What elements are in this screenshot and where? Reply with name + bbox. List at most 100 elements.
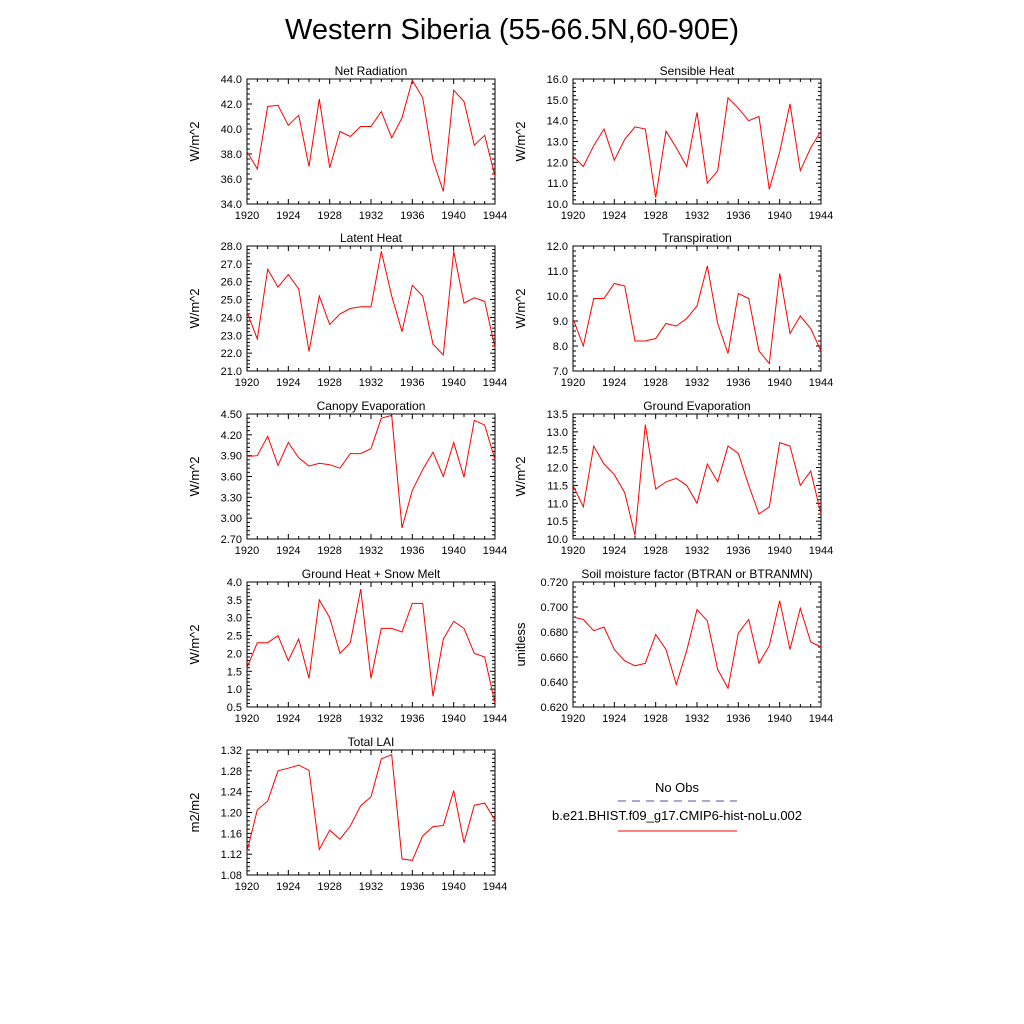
y-tick-label: 1.0: [227, 684, 242, 696]
y-tick-label: 12.0: [547, 157, 568, 169]
x-tick-label: 1940: [441, 210, 465, 222]
x-tick-label: 1944: [483, 881, 507, 893]
y-tick-label: 27.0: [221, 259, 242, 271]
y-tick-label: 11.0: [547, 266, 568, 278]
x-tick-label: 1940: [767, 545, 791, 557]
x-tick-label: 1928: [317, 713, 341, 725]
x-tick-label: 1944: [483, 713, 507, 725]
x-tick-label: 1940: [441, 713, 465, 725]
x-tick-label: 1924: [602, 713, 626, 725]
panel-title: Total LAI: [348, 735, 395, 749]
panel-sensible-heat: Sensible Heat W/m^2 1920 1924 1928 1932 1936 19…: [513, 64, 833, 222]
x-tick-label: 1924: [602, 210, 626, 222]
series-line-soil-moisture-factor-btran-or-btranmn: [572, 600, 822, 690]
panel-net-radiation: Net Radiation W/m^2 1920 1924 1928 1932 1936 19…: [187, 64, 507, 222]
x-tick-label: 1932: [685, 713, 709, 725]
y-axis-label: W/m^2: [187, 121, 202, 161]
x-tick-label: 1932: [359, 210, 383, 222]
series-line-transpiration: [572, 265, 822, 365]
y-axis-label: W/m^2: [513, 456, 528, 496]
panel-title: Transpiration: [662, 231, 732, 245]
x-tick-label: 1920: [235, 881, 259, 893]
y-tick-label: 25.0: [221, 295, 242, 307]
y-tick-label: 16.0: [547, 74, 568, 86]
legend-model-label: b.e21.BHIST.f09_g17.CMIP6-hist-noLu.002: [552, 808, 802, 823]
y-tick-label: 1.5: [227, 666, 242, 678]
x-tick-label: 1936: [400, 545, 424, 557]
y-tick-label: 28.0: [221, 241, 242, 253]
x-tick-label: 1944: [483, 545, 507, 557]
y-tick-label: 26.0: [221, 277, 242, 289]
x-tick-label: 1944: [483, 210, 507, 222]
y-tick-label: 21.0: [221, 366, 242, 378]
y-tick-label: 4.0: [227, 577, 242, 589]
y-tick-label: 10.0: [547, 534, 568, 546]
y-tick-label: 22.0: [221, 348, 242, 360]
x-tick-label: 1940: [441, 377, 465, 389]
panel-transpiration: Transpiration W/m^2 1920 1924 1928 1932 1936 19…: [513, 231, 833, 389]
x-tick-label: 1936: [726, 377, 750, 389]
y-tick-label: 34.0: [221, 199, 242, 211]
x-tick-label: 1940: [767, 210, 791, 222]
panel-canopy-evaporation: Canopy Evaporation W/m^2 1920 1924 1928 1932 1…: [187, 399, 507, 557]
panel-title: Latent Heat: [340, 231, 403, 245]
panel-latent-heat: Latent Heat W/m^2 1920 1924 1928 1932 1936 1940…: [187, 231, 507, 389]
panel-title: Ground Heat + Snow Melt: [302, 567, 441, 581]
x-tick-label: 1920: [561, 210, 585, 222]
y-axis-label: unitless: [513, 622, 528, 667]
x-tick-label: 1920: [235, 545, 259, 557]
x-tick-label: 1932: [685, 210, 709, 222]
y-tick-label: 23.0: [221, 330, 242, 342]
x-tick-label: 1936: [726, 713, 750, 725]
x-tick-label: 1936: [400, 713, 424, 725]
x-tick-label: 1928: [643, 713, 667, 725]
panel-title: Canopy Evaporation: [317, 399, 426, 413]
panel-ground-evaporation: Ground Evaporation W/m^2 1920 1924 1928 1932 1…: [513, 399, 833, 557]
x-tick-label: 1944: [809, 377, 833, 389]
x-tick-label: 1928: [317, 881, 341, 893]
y-axis-label: m2/m2: [187, 793, 202, 833]
panel-ground-heat-snow-melt: Ground Heat + Snow Melt W/m^2 1920 1924 1928…: [187, 567, 507, 725]
x-tick-label: 1936: [726, 210, 750, 222]
x-tick-label: 1928: [643, 210, 667, 222]
y-tick-label: 3.30: [221, 492, 242, 504]
y-tick-label: 1.28: [221, 766, 242, 778]
x-tick-label: 1932: [359, 377, 383, 389]
panel-total-lai: Total LAI m2/m2 1920 1924 1928 1932 1936 1940 19…: [187, 735, 507, 893]
x-tick-label: 1920: [561, 713, 585, 725]
y-tick-label: 12.0: [547, 463, 568, 475]
y-tick-label: 44.0: [221, 74, 242, 86]
y-tick-label: 3.00: [221, 513, 242, 525]
panel-title: Sensible Heat: [660, 64, 735, 78]
y-tick-label: 1.32: [221, 745, 242, 757]
x-tick-label: 1936: [400, 210, 424, 222]
y-axis-label: W/m^2: [187, 288, 202, 328]
series-line-net-radiation: [246, 79, 496, 192]
y-tick-label: 10.5: [547, 516, 568, 528]
panel-title: Net Radiation: [335, 64, 408, 78]
series-line-sensible-heat: [572, 96, 822, 198]
y-tick-label: 1.16: [221, 828, 242, 840]
y-tick-label: 0.5: [227, 702, 242, 714]
plot-frame: [572, 413, 822, 540]
x-tick-label: 1932: [359, 713, 383, 725]
plot-frame: [246, 581, 496, 708]
y-tick-label: 15.0: [547, 95, 568, 107]
y-tick-label: 10.0: [547, 291, 568, 303]
y-tick-label: 3.5: [227, 595, 242, 607]
panels: Net Radiation W/m^2 1920 1924 1928 1932 1936 19…: [187, 64, 833, 893]
y-tick-label: 13.0: [547, 427, 568, 439]
x-tick-label: 1924: [602, 545, 626, 557]
plot-frame: [572, 581, 822, 708]
y-tick-label: 4.50: [221, 409, 242, 421]
x-tick-label: 1920: [235, 377, 259, 389]
y-tick-label: 11.0: [547, 498, 568, 510]
x-tick-label: 1932: [685, 377, 709, 389]
x-tick-label: 1920: [561, 545, 585, 557]
series-line-total-lai: [246, 753, 496, 861]
legend-obs-label: No Obs: [655, 780, 700, 795]
legend: No Obs b.e21.BHIST.f09_g17.CMIP6-hist-no…: [552, 780, 802, 832]
y-tick-label: 2.0: [227, 648, 242, 660]
x-tick-label: 1940: [767, 377, 791, 389]
